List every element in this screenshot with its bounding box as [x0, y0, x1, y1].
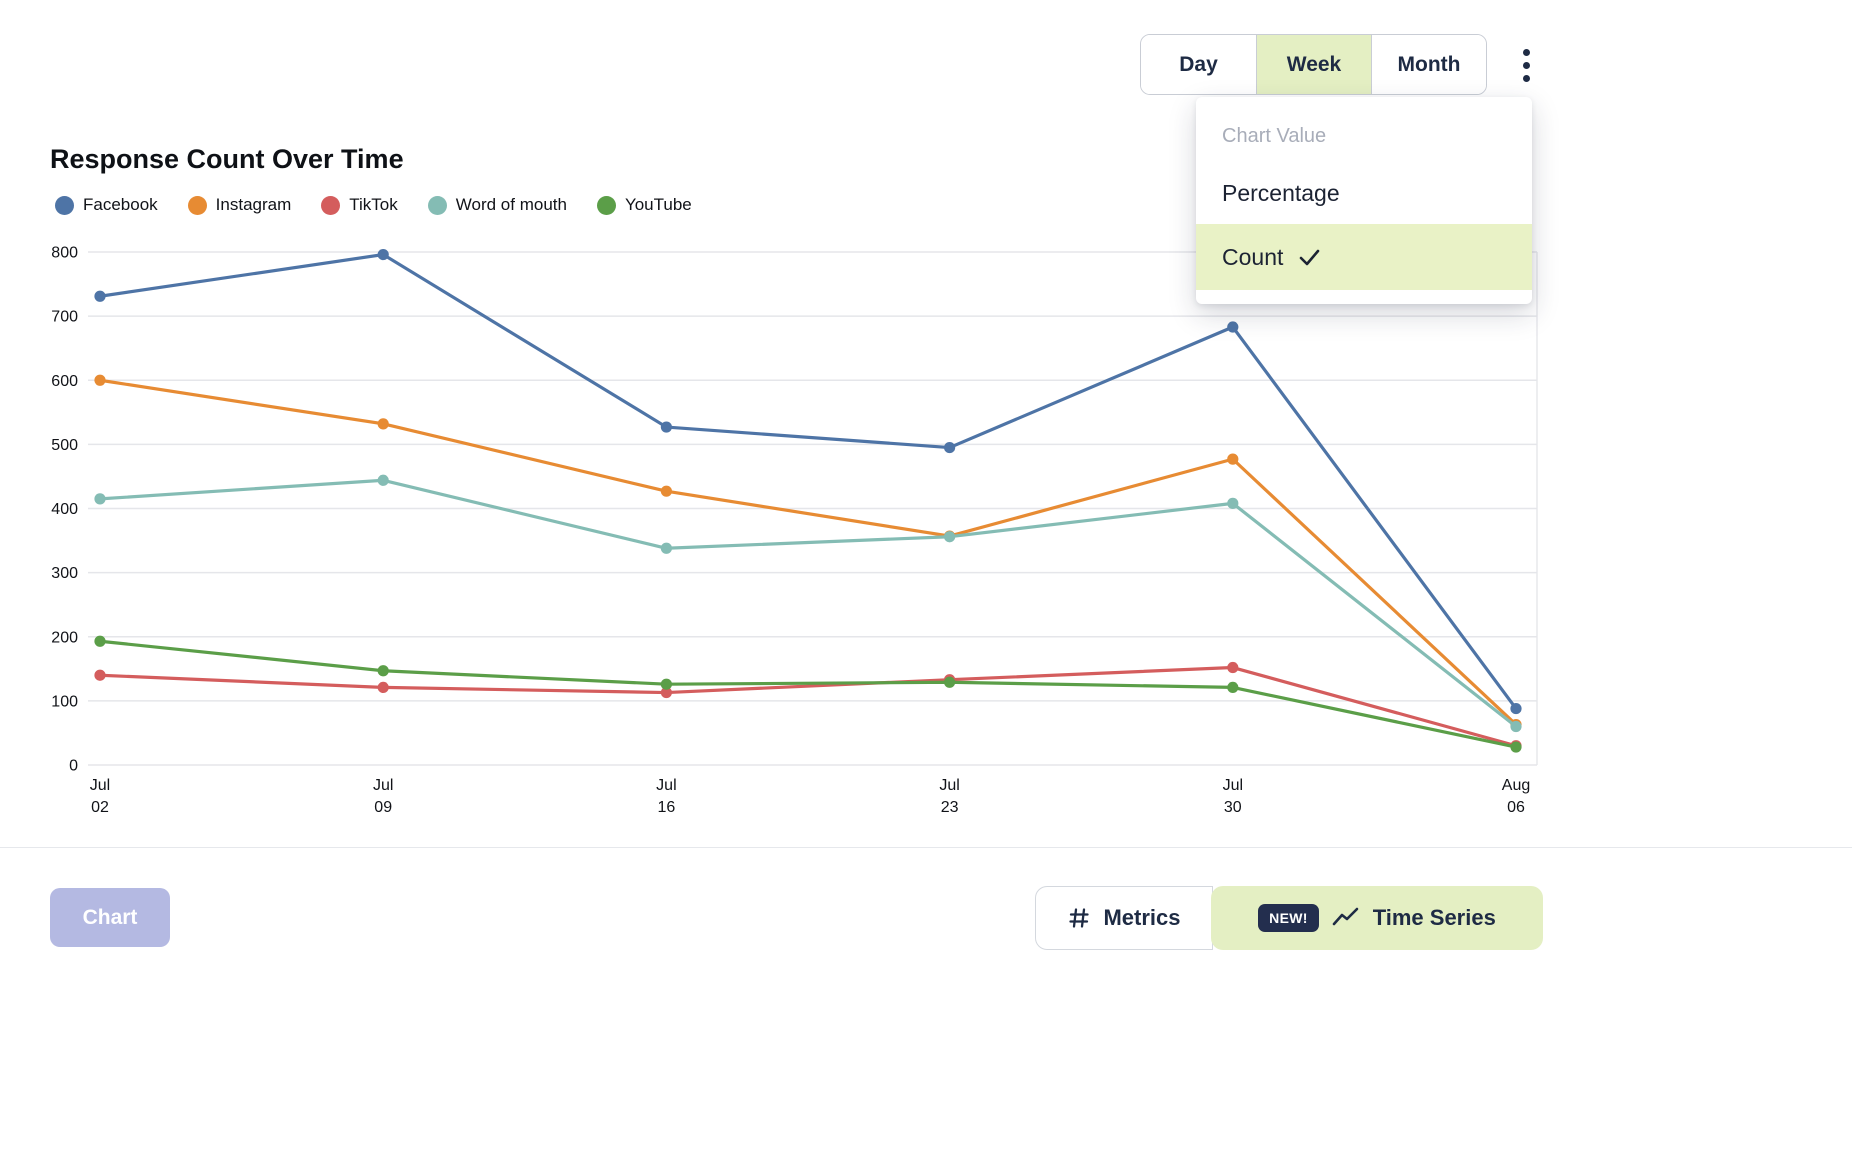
footer-divider: [0, 847, 1852, 848]
x-axis-tick-label: Aug: [1502, 777, 1530, 794]
data-point[interactable]: [944, 676, 956, 688]
data-point[interactable]: [377, 665, 389, 677]
legend-label: Facebook: [83, 195, 158, 214]
data-point[interactable]: [1227, 453, 1239, 465]
data-point[interactable]: [660, 678, 673, 690]
series-line: [98, 639, 1518, 749]
x-axis-tick-label: Jul: [1223, 777, 1243, 794]
x-axis-tick-label: Jul: [939, 777, 959, 794]
legend-label: YouTube: [624, 195, 692, 214]
data-point[interactable]: [1227, 681, 1239, 694]
data-point[interactable]: [1510, 741, 1522, 753]
time-series-button-label: Time Series: [1372, 905, 1496, 930]
legend-label: Instagram: [215, 195, 292, 214]
data-point[interactable]: [94, 669, 106, 681]
data-point[interactable]: [377, 681, 389, 694]
x-axis-tick-label: 16: [658, 799, 676, 816]
data-point[interactable]: [94, 635, 106, 647]
data-point[interactable]: [377, 418, 389, 430]
data-point[interactable]: [377, 248, 389, 261]
legend-dot: [596, 195, 616, 215]
y-axis-tick-label: 400: [51, 501, 78, 518]
time-series-button[interactable]: NEW! Time Series: [1211, 886, 1543, 950]
y-axis-tick-label: 300: [51, 565, 78, 582]
x-axis-tick-label: 02: [91, 799, 109, 816]
y-axis-tick-label: 800: [51, 245, 78, 262]
data-point[interactable]: [660, 421, 673, 433]
data-point[interactable]: [944, 441, 956, 454]
dropdown-option-label: Percentage: [1222, 179, 1340, 206]
metrics-button[interactable]: Metrics: [1035, 886, 1213, 950]
x-axis-tick-label: Jul: [656, 777, 676, 794]
chart-svg: 0 100 200 300 400 500 600 700 800 Jul 02 Jul 09 Jul 16…: [51, 245, 1538, 816]
chart-title: Response Count Over Time: [50, 144, 404, 174]
line-chart-icon: [1332, 906, 1360, 930]
legend-dot: [427, 195, 447, 215]
new-badge: NEW!: [1258, 904, 1319, 932]
check-icon: [1297, 245, 1321, 269]
y-axis-tick-label: 600: [51, 373, 78, 390]
legend-dot: [321, 195, 341, 215]
x-axis-tick-label: 30: [1224, 799, 1242, 816]
hash-icon: [1067, 906, 1091, 930]
legend-item[interactable]: TikTok: [321, 195, 398, 215]
legend-item[interactable]: Instagram: [187, 195, 292, 215]
legend-item[interactable]: YouTube: [596, 195, 692, 215]
data-point[interactable]: [1510, 702, 1522, 715]
data-point[interactable]: [1510, 720, 1522, 733]
series-line: [98, 665, 1518, 748]
data-point[interactable]: [660, 485, 673, 497]
time-range-toggle: Day Week Month: [1140, 34, 1487, 95]
x-axis-tick-label: Jul: [373, 777, 393, 794]
view-switch: Metrics NEW! Time Series: [1035, 886, 1543, 950]
toggle-option-day[interactable]: Day: [1141, 35, 1256, 94]
x-axis-tick-label: 06: [1507, 799, 1525, 816]
series-line: [98, 252, 1518, 711]
dropdown-option-percentage[interactable]: Percentage: [1196, 162, 1532, 224]
x-axis-tick-label: 23: [941, 799, 959, 816]
data-point[interactable]: [94, 290, 106, 302]
legend-item[interactable]: Word of mouth: [427, 195, 567, 215]
toggle-option-month[interactable]: Month: [1371, 35, 1486, 94]
data-point[interactable]: [1227, 661, 1239, 674]
legend: Facebook Instagram TikTok Word of mouth YouT…: [55, 195, 692, 215]
y-axis-tick-label: 0: [69, 758, 78, 775]
y-axis-tick-label: 700: [51, 309, 78, 326]
legend-label: TikTok: [349, 195, 398, 214]
x-axis-tick-label: Jul: [90, 777, 110, 794]
legend-dot: [55, 195, 74, 215]
data-point[interactable]: [94, 493, 106, 505]
y-axis-tick-label: 500: [51, 437, 78, 454]
metrics-button-label: Metrics: [1103, 905, 1181, 930]
legend-item[interactable]: Facebook: [55, 195, 158, 215]
chart-area: 0 100 200 300 400 500 600 700 800 Jul 02 Jul 09 Jul 16…: [0, 232, 1852, 832]
chart-mode-button[interactable]: Chart: [50, 888, 170, 947]
y-axis-tick-label: 100: [51, 693, 78, 710]
data-point[interactable]: [944, 531, 956, 543]
data-point[interactable]: [94, 374, 106, 386]
data-point[interactable]: [1227, 497, 1239, 509]
data-point[interactable]: [1227, 321, 1239, 333]
series-line: [98, 478, 1518, 729]
series-line: [98, 378, 1518, 727]
kebab-menu-icon[interactable]: [1512, 44, 1540, 86]
data-point[interactable]: [660, 686, 673, 699]
toggle-option-week[interactable]: Week: [1256, 35, 1371, 94]
dropdown-option-count[interactable]: Count: [1196, 224, 1532, 290]
data-point[interactable]: [377, 474, 389, 486]
x-axis-tick-label: 09: [374, 799, 392, 816]
data-point[interactable]: [660, 542, 673, 554]
chart-value-dropdown: Chart Value Percentage Count: [1196, 97, 1532, 304]
y-axis-tick-label: 200: [51, 629, 78, 646]
legend-dot: [187, 195, 207, 215]
legend-label: Word of mouth: [455, 195, 567, 214]
dropdown-title: Chart Value: [1222, 125, 1327, 147]
dropdown-option-label: Count: [1222, 243, 1284, 270]
